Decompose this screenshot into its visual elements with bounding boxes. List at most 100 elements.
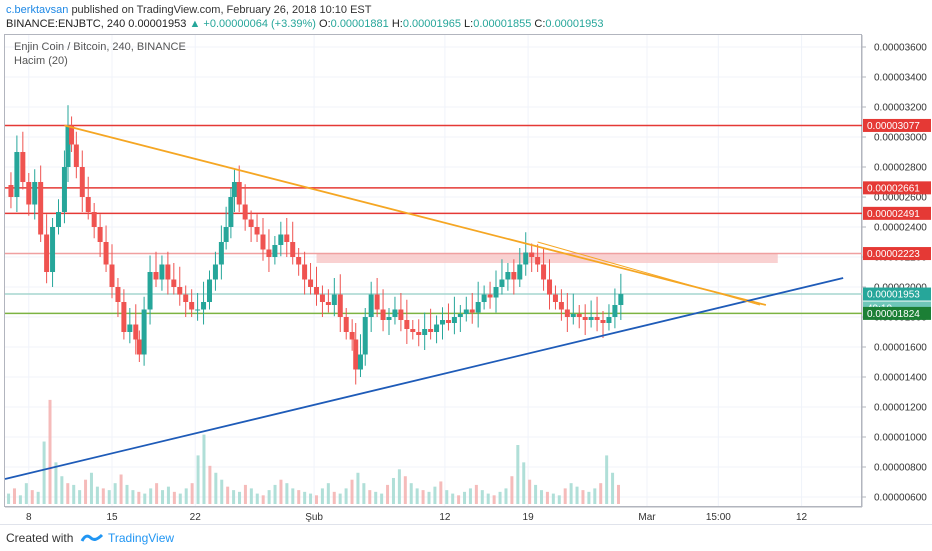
volume-bar — [48, 399, 52, 504]
volume-bar — [190, 483, 194, 504]
candle — [127, 324, 133, 332]
candle — [392, 309, 398, 317]
price-tag — [863, 287, 931, 301]
volume-bar — [267, 490, 271, 504]
published-text: published on TradingView.com, February 2… — [71, 4, 372, 16]
candle — [319, 294, 325, 302]
volume-bar — [309, 493, 313, 504]
candle — [428, 329, 434, 332]
candle — [422, 329, 428, 335]
candle — [564, 309, 570, 317]
candle — [50, 227, 56, 272]
candle — [594, 317, 600, 320]
candle — [171, 279, 177, 287]
volume-bar — [421, 490, 425, 504]
trendline-ascending — [4, 277, 844, 480]
candle — [242, 204, 248, 220]
candle — [368, 294, 374, 317]
close-value: 0.00001953 — [545, 18, 604, 30]
candle — [582, 317, 588, 320]
x-tick-label: 12 — [439, 512, 451, 523]
y-tick-label: 0.00002600 — [874, 193, 927, 204]
volume-bar — [84, 479, 88, 504]
open-value: 0.00001881 — [330, 18, 389, 30]
volume-bar — [326, 483, 330, 504]
volume-bar — [611, 472, 615, 504]
candle — [313, 287, 319, 295]
volume-bar — [12, 488, 16, 504]
candle — [570, 314, 576, 317]
x-tick-label: 19 — [523, 512, 535, 523]
volume-bar — [24, 483, 28, 504]
volume-bar — [445, 490, 449, 504]
volume-bar — [125, 484, 129, 504]
x-tick-label: Şub — [305, 512, 323, 523]
volume-bar — [172, 491, 176, 504]
x-tick-label: 15 — [106, 512, 118, 523]
volume-bar — [143, 493, 147, 504]
volume-bar — [510, 476, 514, 504]
candle — [183, 294, 189, 302]
y-tick-label: 0.00001000 — [874, 433, 927, 444]
candle — [576, 314, 582, 317]
author-link[interactable]: c.berktavsan — [6, 4, 69, 16]
candle — [228, 197, 234, 227]
price-tag — [863, 247, 931, 261]
candle — [121, 302, 127, 332]
candle — [445, 320, 451, 323]
volume-bar — [178, 493, 182, 504]
candle — [254, 227, 260, 235]
candle — [260, 234, 266, 250]
volume-bar — [161, 490, 165, 504]
volume-bar — [403, 476, 407, 504]
price-tag-label: 0.00001953 — [867, 290, 920, 301]
price-tag-label: 0.00001824 — [867, 309, 920, 320]
tradingview-brand[interactable]: TradingView — [108, 531, 175, 545]
publish-line: c.berktavsan published on TradingView.co… — [6, 4, 371, 16]
volume-bar — [569, 483, 573, 504]
candle — [272, 245, 278, 257]
candle — [331, 294, 337, 305]
candle — [475, 302, 481, 313]
symbol-label: BINANCE:ENJBTC, 240 — [6, 18, 126, 30]
candle — [552, 294, 558, 302]
volume-bar — [540, 490, 544, 504]
candle — [487, 294, 493, 298]
candle — [404, 320, 410, 329]
volume-bar — [605, 455, 609, 504]
volume-bar — [18, 495, 22, 504]
volume-bar — [616, 484, 620, 504]
volume-bar — [30, 490, 34, 504]
candle — [380, 309, 386, 320]
volume-bar — [545, 491, 549, 504]
volume-bar — [42, 441, 46, 504]
candle — [302, 264, 308, 280]
candle — [79, 167, 85, 197]
volume-bar — [386, 484, 390, 504]
candle — [38, 182, 44, 235]
volume-bar — [374, 491, 378, 504]
candle — [440, 320, 446, 325]
high-label: H: — [391, 18, 403, 30]
candle — [469, 309, 475, 313]
x-tick-label: 8 — [26, 512, 32, 523]
volume-bar — [415, 488, 419, 504]
candle — [44, 234, 50, 272]
y-tick-label: 0.00003000 — [874, 133, 927, 144]
candle — [434, 324, 440, 332]
change-value: +0.00000064 (+3.39%) — [203, 18, 316, 30]
footer: Created with TradingView — [0, 524, 932, 551]
volume-bar — [362, 483, 366, 504]
volume-bar — [498, 491, 502, 504]
y-tick-label: 0.00002400 — [874, 223, 927, 234]
volume-bar — [243, 484, 247, 504]
candle — [195, 309, 201, 311]
y-tick-label: 0.00001600 — [874, 343, 927, 354]
resistance-zone — [316, 253, 778, 263]
candle — [85, 197, 91, 212]
volume-bar — [504, 488, 508, 504]
candle — [218, 242, 224, 265]
candle — [606, 317, 612, 323]
volume-bar — [238, 491, 242, 504]
